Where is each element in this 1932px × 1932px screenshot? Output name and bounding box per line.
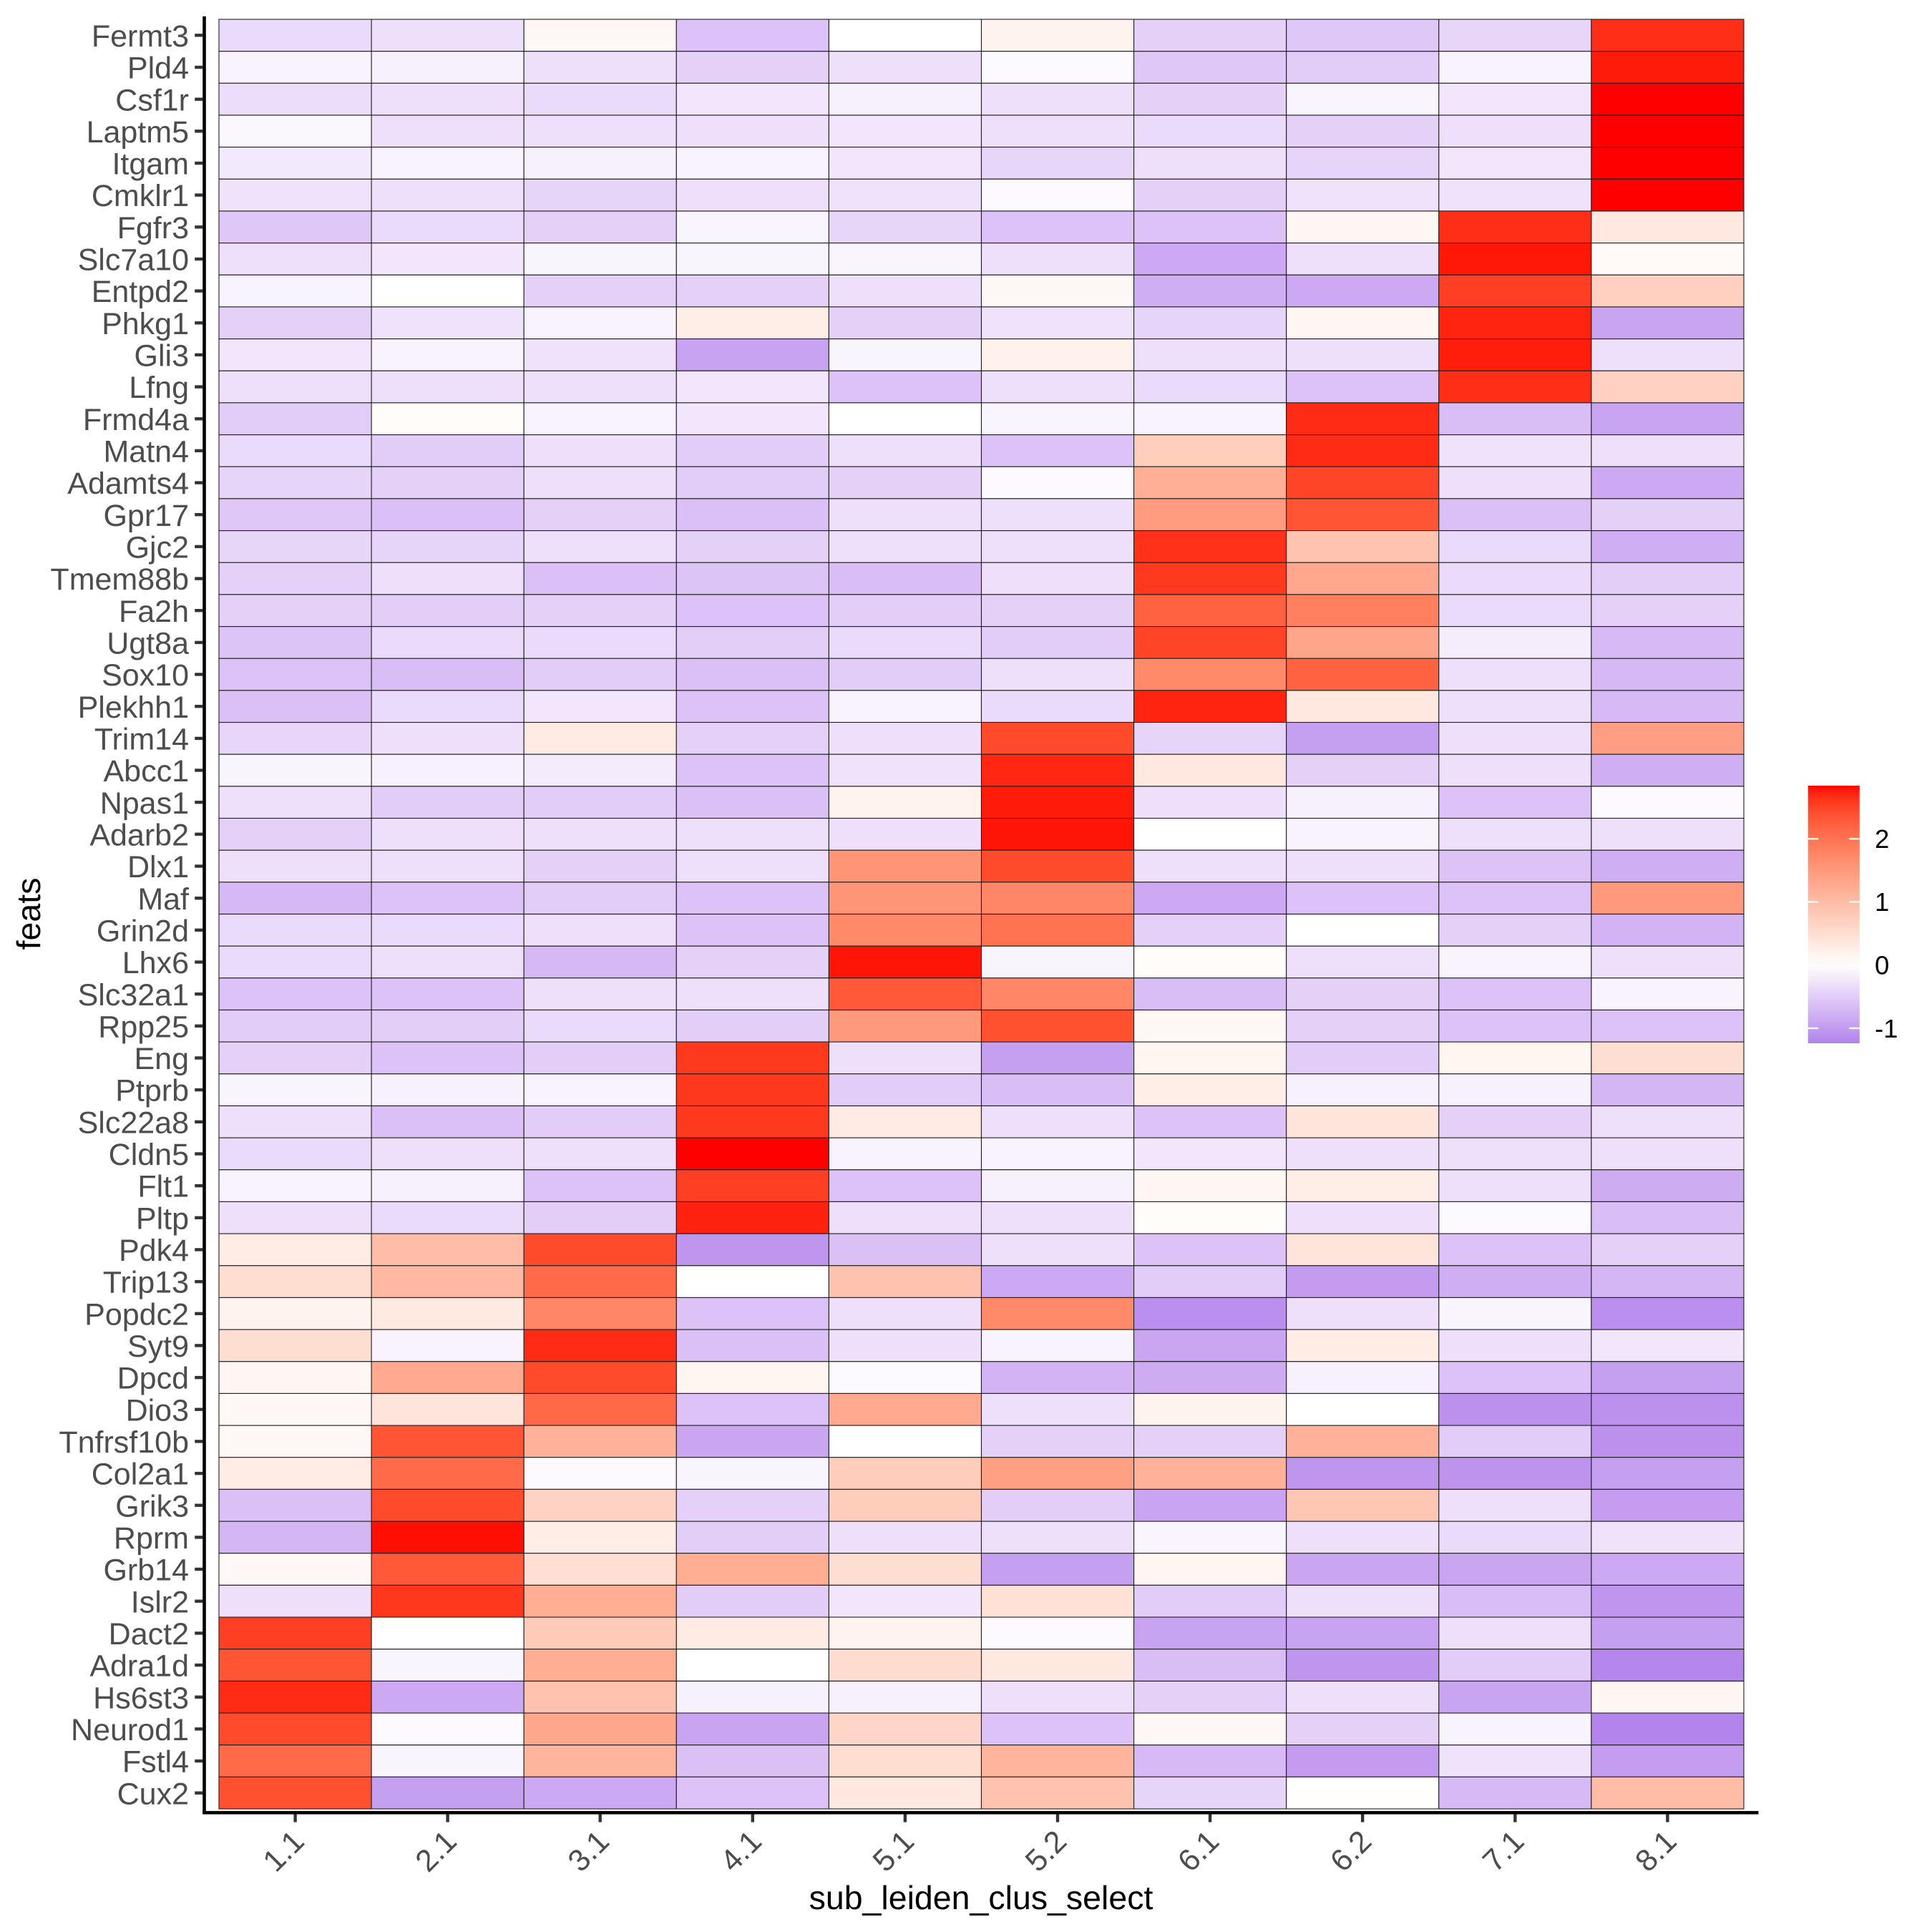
- svg-text:Gjc2: Gjc2: [126, 531, 189, 565]
- svg-text:Adamts4: Adamts4: [67, 467, 189, 501]
- svg-text:Tmem88b: Tmem88b: [50, 562, 189, 597]
- svg-text:Col2a1: Col2a1: [92, 1458, 189, 1492]
- svg-text:Frmd4a: Frmd4a: [83, 403, 189, 437]
- svg-text:Plekhh1: Plekhh1: [78, 691, 189, 725]
- svg-text:Gpr17: Gpr17: [103, 499, 189, 533]
- svg-text:Grb14: Grb14: [103, 1553, 189, 1588]
- svg-text:Fstl4: Fstl4: [122, 1745, 189, 1780]
- svg-text:Abcc1: Abcc1: [103, 754, 189, 789]
- svg-text:Hs6st3: Hs6st3: [93, 1681, 189, 1715]
- svg-text:Syt9: Syt9: [127, 1330, 189, 1364]
- svg-text:Dlx1: Dlx1: [127, 850, 189, 884]
- svg-text:Pdk4: Pdk4: [119, 1234, 189, 1268]
- svg-text:Dpcd: Dpcd: [117, 1362, 189, 1396]
- svg-text:Itgam: Itgam: [112, 147, 189, 182]
- svg-text:Ptprb: Ptprb: [115, 1074, 189, 1108]
- svg-text:feats: feats: [10, 878, 47, 950]
- svg-text:sub_leiden_clus_select: sub_leiden_clus_select: [809, 1879, 1153, 1916]
- svg-text:Adarb2: Adarb2: [89, 818, 189, 852]
- svg-text:Pltp: Pltp: [136, 1201, 189, 1236]
- svg-text:Fermt3: Fermt3: [92, 19, 189, 54]
- svg-text:Slc7a10: Slc7a10: [78, 243, 189, 278]
- svg-text:Tnfrsf10b: Tnfrsf10b: [59, 1425, 189, 1460]
- svg-text:Grik3: Grik3: [115, 1489, 189, 1523]
- svg-text:Csf1r: Csf1r: [115, 83, 189, 117]
- svg-text:Gli3: Gli3: [135, 339, 189, 374]
- svg-text:Maf: Maf: [137, 882, 190, 917]
- svg-text:Pld4: Pld4: [127, 52, 189, 86]
- svg-text:Fgfr3: Fgfr3: [117, 211, 189, 245]
- svg-text:Laptm5: Laptm5: [87, 115, 189, 150]
- svg-text:Cux2: Cux2: [117, 1777, 189, 1811]
- svg-text:Neurod1: Neurod1: [71, 1713, 189, 1747]
- svg-text:Lhx6: Lhx6: [122, 946, 189, 980]
- svg-text:Matn4: Matn4: [103, 435, 189, 469]
- svg-text:Rprm: Rprm: [114, 1521, 189, 1556]
- svg-text:Popdc2: Popdc2: [84, 1297, 189, 1332]
- svg-text:Phkg1: Phkg1: [102, 307, 189, 341]
- svg-text:2: 2: [1875, 824, 1889, 854]
- svg-text:Dact2: Dact2: [109, 1617, 189, 1652]
- svg-text:Lfng: Lfng: [129, 371, 189, 405]
- svg-text:1: 1: [1875, 887, 1889, 917]
- svg-text:Dio3: Dio3: [126, 1393, 189, 1428]
- svg-text:Slc22a8: Slc22a8: [78, 1106, 189, 1140]
- svg-text:Sox10: Sox10: [102, 658, 189, 693]
- svg-text:Grin2d: Grin2d: [97, 914, 189, 948]
- svg-text:Entpd2: Entpd2: [92, 275, 189, 309]
- svg-text:Npas1: Npas1: [100, 786, 189, 821]
- svg-text:Islr2: Islr2: [131, 1585, 189, 1619]
- svg-text:0: 0: [1875, 951, 1889, 980]
- svg-text:Slc32a1: Slc32a1: [78, 978, 189, 1013]
- svg-text:Eng: Eng: [134, 1042, 189, 1076]
- svg-text:Cldn5: Cldn5: [109, 1138, 189, 1172]
- svg-text:Trim14: Trim14: [94, 723, 189, 757]
- svg-text:Adra1d: Adra1d: [89, 1649, 189, 1684]
- svg-text:-1: -1: [1875, 1014, 1898, 1043]
- svg-text:Cmklr1: Cmklr1: [92, 179, 189, 213]
- svg-text:Flt1: Flt1: [137, 1170, 189, 1204]
- svg-text:Fa2h: Fa2h: [119, 595, 189, 629]
- svg-text:Trip13: Trip13: [103, 1266, 189, 1300]
- svg-text:Ugt8a: Ugt8a: [107, 627, 189, 661]
- svg-text:Rpp25: Rpp25: [98, 1010, 189, 1044]
